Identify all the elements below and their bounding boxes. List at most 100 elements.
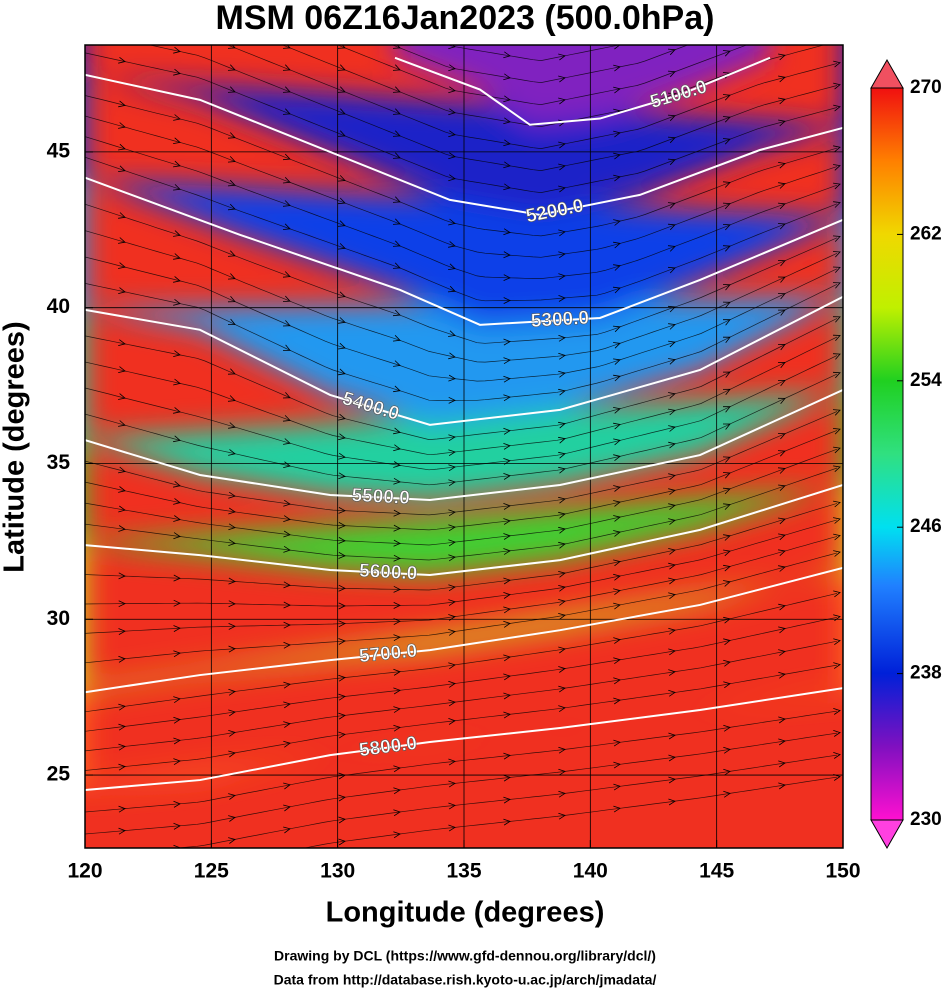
stream-arrow xyxy=(448,758,456,766)
contour-line xyxy=(85,687,843,792)
stream-arrow xyxy=(173,822,181,830)
colorbar-extend-high xyxy=(870,58,904,89)
stream-arrow xyxy=(722,472,731,479)
stream-arrow xyxy=(612,286,621,294)
streamline xyxy=(85,616,838,732)
colorbar-tick-label: 270 xyxy=(910,77,942,98)
stream-arrow xyxy=(723,790,731,798)
stream-arrow xyxy=(667,48,676,56)
y-tick-label: 30 xyxy=(47,607,70,630)
stream-arrow xyxy=(558,685,566,693)
stream-arrow xyxy=(118,805,126,813)
stream-arrow xyxy=(448,130,456,138)
stream-arrow xyxy=(667,223,676,231)
grid xyxy=(85,45,843,848)
stream-arrow xyxy=(173,515,181,522)
stream-arrow xyxy=(393,724,401,732)
stream-arrow xyxy=(833,164,841,171)
stream-arrow xyxy=(503,274,511,281)
stream-arrow xyxy=(228,793,236,800)
stream-arrow xyxy=(778,533,786,541)
stream-arrow xyxy=(503,375,511,383)
stream-arrow xyxy=(173,230,181,237)
stream-arrow xyxy=(228,577,236,585)
stream-arrow xyxy=(722,224,731,231)
stream-arrow xyxy=(558,451,566,459)
stream-arrow xyxy=(778,182,786,189)
stream-arrow xyxy=(778,75,786,83)
stream-arrow xyxy=(833,708,841,715)
stream-arrow xyxy=(778,716,786,724)
stream-arrow xyxy=(173,650,181,658)
stream-arrow xyxy=(723,7,730,13)
stream-arrow xyxy=(558,370,566,378)
stream-arrow xyxy=(118,237,126,244)
stream-arrow xyxy=(503,692,511,700)
stream-arrow xyxy=(668,488,676,495)
stream-arrow xyxy=(227,156,236,163)
stream-arrow xyxy=(723,503,731,510)
stream-arrow xyxy=(228,815,236,822)
stream-arrow xyxy=(722,456,731,463)
stream-arrow xyxy=(722,138,731,145)
stream-arrow xyxy=(558,53,566,61)
stream-arrow xyxy=(613,588,621,596)
contour-line xyxy=(85,484,843,577)
stream-arrow xyxy=(338,693,346,701)
streamline xyxy=(226,45,838,149)
stream-arrow xyxy=(832,428,841,435)
stream-arrow xyxy=(832,353,841,360)
streamline xyxy=(85,593,838,713)
stream-arrow xyxy=(118,100,126,108)
stream-arrow xyxy=(119,872,126,878)
stream-arrow xyxy=(338,838,346,846)
stream-arrow xyxy=(337,175,346,182)
stream-arrow xyxy=(723,681,731,689)
stream-arrow xyxy=(393,809,401,817)
colorbar xyxy=(870,87,904,821)
stream-arrow xyxy=(338,674,346,682)
stream-arrow xyxy=(118,572,126,580)
stream-arrow xyxy=(832,235,841,242)
colorbar-tick-label: 238 xyxy=(910,663,942,684)
stream-arrow xyxy=(723,29,730,35)
stream-arrow xyxy=(118,165,126,172)
stream-arrow xyxy=(283,641,291,649)
stream-arrow xyxy=(118,56,126,64)
streamline xyxy=(391,45,689,83)
stream-arrow xyxy=(392,45,401,49)
stream-arrow xyxy=(337,108,346,115)
stream-arrow xyxy=(282,108,291,115)
stream-arrow xyxy=(723,549,731,557)
credit: Drawing by DCL (https://www.gfd-dennou.o… xyxy=(274,948,656,964)
stream-arrow xyxy=(283,545,291,553)
stream-arrow xyxy=(393,461,401,468)
stream-arrow xyxy=(283,804,291,812)
stream-arrow xyxy=(558,352,566,360)
y-tick-label: 25 xyxy=(47,763,71,786)
field-band xyxy=(85,45,843,425)
stream-arrow xyxy=(448,599,456,606)
stream-arrow xyxy=(668,754,676,762)
stream-arrow xyxy=(832,251,841,258)
stream-arrow xyxy=(283,601,291,609)
stream-arrow xyxy=(282,200,291,207)
stream-arrow xyxy=(778,53,786,61)
colorbar-tick-label: 230 xyxy=(910,809,942,830)
stream-arrow xyxy=(667,202,676,209)
stream-arrow xyxy=(558,812,566,820)
stream-arrow xyxy=(833,638,841,646)
stream-arrow xyxy=(118,600,126,608)
stream-arrow xyxy=(173,498,181,505)
stream-arrow xyxy=(393,509,401,517)
stream-arrow xyxy=(448,824,456,832)
stream-arrow xyxy=(834,45,836,46)
streamline xyxy=(85,52,838,193)
stream-arrow xyxy=(778,32,785,38)
stream-arrow xyxy=(393,477,401,485)
x-tick-label: 125 xyxy=(194,860,229,883)
stream-arrow xyxy=(448,396,456,404)
x-tick-label: 120 xyxy=(67,860,102,883)
stream-arrow xyxy=(778,626,786,634)
stream-arrow xyxy=(118,827,126,835)
